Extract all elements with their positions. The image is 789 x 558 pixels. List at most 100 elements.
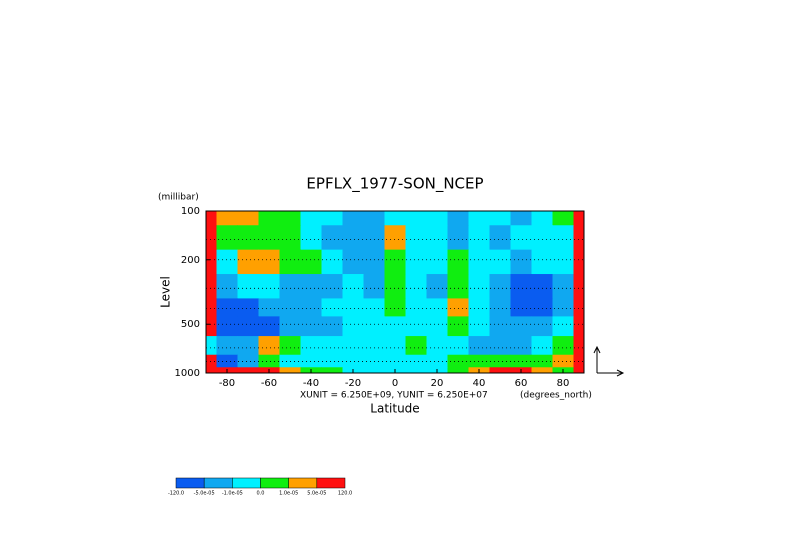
x-tick-label: 80 bbox=[557, 378, 570, 389]
contour-cell bbox=[573, 211, 585, 226]
contour-cell bbox=[321, 211, 343, 226]
contour-cell bbox=[279, 298, 301, 317]
x-tick-label: -20 bbox=[345, 378, 361, 389]
contour-cell bbox=[426, 225, 448, 251]
contour-cell bbox=[405, 336, 427, 356]
contour-cell bbox=[216, 249, 238, 275]
contour-cell bbox=[384, 225, 406, 251]
contour-cell bbox=[206, 298, 217, 317]
contour-cell bbox=[552, 354, 574, 368]
contour-cell bbox=[279, 249, 301, 275]
contour-cell bbox=[405, 249, 427, 275]
contour-cell bbox=[489, 367, 511, 374]
contour-cell bbox=[216, 354, 238, 368]
contour-cell bbox=[279, 225, 301, 251]
contour-cell bbox=[363, 336, 385, 356]
x-tick-label: -80 bbox=[219, 378, 235, 389]
contour-cell bbox=[426, 354, 448, 368]
colorbar-swatch bbox=[316, 477, 346, 489]
contour-cell bbox=[279, 336, 301, 356]
contour-cell bbox=[447, 249, 469, 275]
contour-cell bbox=[426, 249, 448, 275]
x-tick-label: 60 bbox=[515, 378, 528, 389]
contour-cell bbox=[300, 249, 322, 275]
contour-cell bbox=[342, 354, 364, 368]
contour-cell bbox=[531, 298, 553, 317]
contour-cell bbox=[552, 225, 574, 251]
contour-cell bbox=[405, 225, 427, 251]
contour-cell bbox=[342, 336, 364, 356]
contour-cell bbox=[405, 274, 427, 299]
colorbar-swatch bbox=[260, 477, 289, 489]
contour-cell bbox=[384, 298, 406, 317]
colorbar-swatch bbox=[175, 477, 205, 489]
contour-cell bbox=[573, 298, 585, 317]
contour-cell bbox=[258, 249, 280, 275]
contour-cell bbox=[426, 316, 448, 337]
contour-cell bbox=[447, 225, 469, 251]
contour-cell bbox=[321, 316, 343, 337]
contour-cell bbox=[258, 211, 280, 226]
colorbar-swatch bbox=[203, 477, 233, 489]
contour-cell bbox=[468, 225, 490, 251]
colorbar-swatch bbox=[288, 477, 318, 489]
contour-cell bbox=[321, 225, 343, 251]
contour-cell bbox=[258, 274, 280, 299]
contour-cell bbox=[552, 249, 574, 275]
contour-cell bbox=[510, 354, 532, 368]
contour-cell bbox=[206, 274, 217, 299]
contour-cell bbox=[510, 225, 532, 251]
contour-cell bbox=[216, 225, 238, 251]
contour-cell bbox=[342, 211, 364, 226]
colorbar-label: 5.0e-05 bbox=[307, 491, 326, 497]
contour-cell bbox=[363, 298, 385, 317]
contour-cell bbox=[531, 367, 553, 374]
chart-title: EPFLX_1977-SON_NCEP bbox=[306, 175, 483, 194]
contour-cell bbox=[237, 354, 259, 368]
contour-cell bbox=[363, 316, 385, 337]
colorbar-label: 120.0 bbox=[338, 491, 352, 497]
contour-cell bbox=[216, 316, 238, 337]
colorbar-label: 1.0e-05 bbox=[279, 491, 298, 497]
contour-cell bbox=[426, 274, 448, 299]
x-tick-label: 40 bbox=[473, 378, 486, 389]
contour-cell bbox=[405, 211, 427, 226]
contour-cell bbox=[531, 211, 553, 226]
contour-cell bbox=[573, 249, 585, 275]
contour-cell bbox=[300, 211, 322, 226]
y-tick-label: 500 bbox=[181, 319, 200, 330]
contour-cell bbox=[342, 316, 364, 337]
contour-cell bbox=[531, 336, 553, 356]
contour-cell bbox=[258, 316, 280, 337]
contour-cell bbox=[468, 211, 490, 226]
contour-cell bbox=[300, 274, 322, 299]
contour-cell bbox=[447, 274, 469, 299]
contour-cell bbox=[384, 354, 406, 368]
contour-cell bbox=[468, 354, 490, 368]
contour-cell bbox=[258, 336, 280, 356]
contour-cell bbox=[237, 316, 259, 337]
x-tick-label: -60 bbox=[261, 378, 277, 389]
contour-cell bbox=[552, 298, 574, 317]
contour-cell bbox=[447, 336, 469, 356]
x-tick-label: 20 bbox=[431, 378, 444, 389]
contour-cell bbox=[279, 211, 301, 226]
contour-cell bbox=[573, 336, 585, 356]
x-axis-label: Latitude bbox=[370, 402, 419, 416]
contour-cell bbox=[206, 225, 217, 251]
y-tick-label: 1000 bbox=[175, 368, 200, 379]
contour-cell bbox=[510, 336, 532, 356]
contour-cell bbox=[573, 316, 585, 337]
contour-cell bbox=[468, 336, 490, 356]
contour-cell bbox=[237, 336, 259, 356]
contour-cell bbox=[216, 274, 238, 299]
contour-cell bbox=[363, 367, 385, 374]
contour-cell bbox=[573, 367, 585, 374]
contour-cell bbox=[405, 354, 427, 368]
contour-cell bbox=[489, 274, 511, 299]
contour-cell bbox=[573, 225, 585, 251]
contour-cell bbox=[206, 316, 217, 337]
x-unit-label: (degrees_north) bbox=[520, 391, 592, 401]
contour-cell bbox=[468, 316, 490, 337]
contour-cell bbox=[279, 316, 301, 337]
